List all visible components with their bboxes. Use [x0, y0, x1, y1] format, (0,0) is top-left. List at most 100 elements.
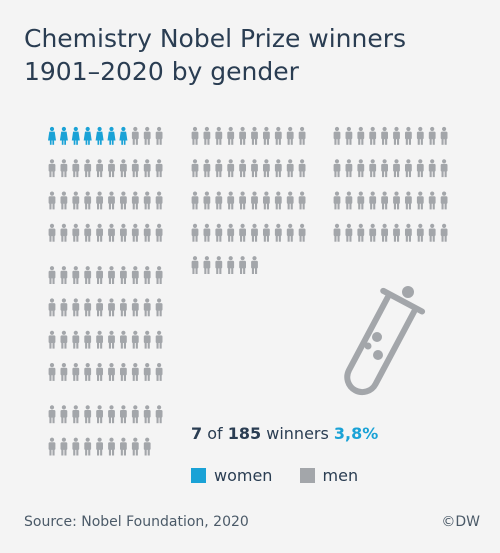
man-icon: [393, 191, 400, 210]
test-tube-bubbles: [364, 286, 414, 360]
man-icon: [60, 298, 68, 317]
man-icon: [131, 191, 139, 210]
man-icon: [263, 126, 270, 145]
man-icon: [60, 266, 68, 284]
man-icon: [381, 223, 388, 242]
legend-label-men: men: [322, 466, 359, 485]
man-icon: [286, 159, 294, 178]
man-icon: [48, 266, 56, 284]
man-icon: [203, 256, 211, 274]
man-icon: [286, 191, 294, 210]
woman-icon: [95, 126, 104, 145]
man-icon: [155, 405, 163, 424]
man-icon: [274, 191, 282, 210]
man-icon: [440, 159, 448, 178]
man-icon: [428, 126, 436, 145]
man-icon: [96, 266, 103, 284]
man-icon: [60, 330, 68, 349]
man-icon: [263, 159, 270, 178]
man-icon: [251, 159, 258, 178]
man-icon: [131, 330, 139, 349]
man-icon: [143, 191, 151, 210]
legend-label-women: women: [214, 466, 273, 485]
man-icon: [155, 330, 163, 349]
man-icon: [60, 223, 68, 242]
man-icon: [108, 223, 115, 242]
man-icon: [84, 266, 92, 284]
man-icon: [84, 363, 92, 381]
man-icon: [108, 266, 115, 284]
man-icon: [227, 191, 235, 210]
man-icon: [48, 405, 56, 424]
man-icon: [131, 159, 139, 178]
man-icon: [274, 159, 282, 178]
man-icon: [416, 159, 424, 178]
man-icon: [60, 363, 68, 381]
man-icon: [155, 126, 163, 145]
man-icon: [84, 223, 92, 242]
woman-icon: [107, 126, 116, 145]
man-icon: [203, 191, 211, 210]
man-icon: [108, 298, 115, 317]
man-icon: [143, 266, 151, 284]
woman-icon: [59, 126, 68, 145]
man-icon: [333, 159, 341, 178]
man-icon: [143, 126, 151, 145]
man-icon: [108, 405, 115, 424]
man-icon: [84, 330, 92, 349]
man-icon: [203, 223, 211, 242]
man-icon: [72, 159, 80, 178]
man-icon: [72, 191, 80, 210]
test-tube-icon: [344, 287, 426, 396]
man-icon: [143, 330, 151, 349]
man-icon: [60, 159, 68, 178]
man-icon: [108, 437, 115, 456]
man-icon: [131, 405, 139, 424]
man-icon: [239, 256, 246, 274]
man-icon: [191, 223, 199, 242]
man-icon: [120, 266, 127, 284]
legend-item-men: men: [299, 466, 359, 485]
legend-swatch-women: [191, 468, 206, 483]
man-icon: [239, 223, 246, 242]
man-icon: [357, 191, 365, 210]
man-icon: [72, 363, 80, 381]
man-icon: [227, 223, 235, 242]
man-icon: [251, 191, 258, 210]
man-icon: [143, 223, 151, 242]
man-icon: [131, 126, 139, 145]
man-icon: [274, 126, 282, 145]
man-icon: [48, 223, 56, 242]
man-icon: [155, 363, 163, 381]
man-icon: [155, 159, 163, 178]
man-icon: [72, 437, 80, 456]
man-icon: [345, 223, 353, 242]
man-icon: [120, 437, 127, 456]
women-percent: 3,8%: [333, 424, 379, 443]
man-icon: [381, 159, 388, 178]
woman-icon: [71, 126, 80, 145]
man-icon: [72, 330, 80, 349]
man-icon: [381, 191, 388, 210]
man-icon: [155, 266, 163, 284]
man-icon: [48, 159, 56, 178]
man-icon: [120, 363, 127, 381]
man-icon: [108, 191, 115, 210]
man-icon: [60, 437, 68, 456]
man-icon: [203, 159, 211, 178]
man-icon: [286, 223, 294, 242]
man-icon: [48, 437, 56, 456]
man-icon: [72, 405, 80, 424]
man-icon: [369, 191, 377, 210]
man-icon: [298, 159, 306, 178]
man-icon: [416, 191, 424, 210]
man-icon: [143, 405, 151, 424]
woman-icon: [119, 126, 128, 145]
man-icon: [263, 223, 270, 242]
man-icon: [251, 256, 258, 274]
man-icon: [333, 191, 341, 210]
man-icon: [357, 126, 365, 145]
man-icon: [274, 223, 282, 242]
man-icon: [239, 191, 246, 210]
